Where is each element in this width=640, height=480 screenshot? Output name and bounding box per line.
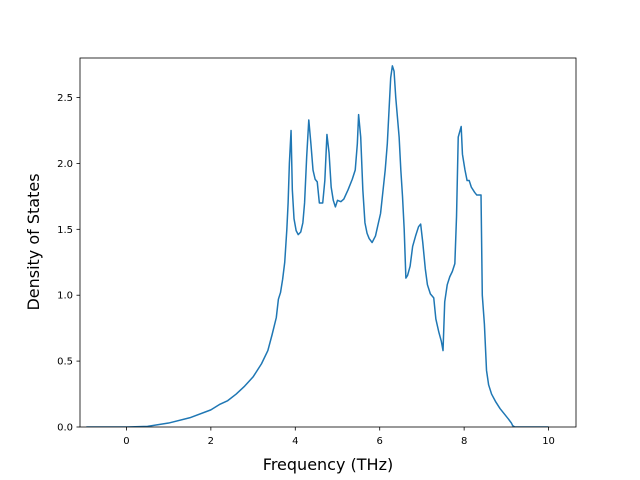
plot-background bbox=[80, 58, 576, 427]
x-axis-label: Frequency (THz) bbox=[263, 455, 393, 474]
series-layer bbox=[86, 65, 549, 427]
y-tick-label: 2.5 bbox=[57, 93, 73, 104]
y-axis: 0.0 0.5 1.0 1.5 2.0 2.5 bbox=[57, 93, 80, 434]
x-axis: 0 2 4 6 8 10 bbox=[123, 427, 555, 447]
x-tick-label: 8 bbox=[461, 436, 467, 447]
plot-frame bbox=[79, 57, 577, 428]
x-tick-label: 6 bbox=[377, 436, 383, 447]
x-tick-label: 2 bbox=[208, 436, 214, 447]
y-axis-label: Density of States bbox=[24, 173, 43, 310]
x-tick-label: 4 bbox=[292, 436, 298, 447]
y-tick-label: 1.5 bbox=[57, 225, 73, 236]
y-tick-label: 0.5 bbox=[57, 357, 73, 368]
y-tick-label: 0.0 bbox=[57, 423, 73, 434]
y-tick-label: 1.0 bbox=[57, 291, 73, 302]
y-tick-label: 2.0 bbox=[57, 159, 73, 170]
x-tick-label: 0 bbox=[123, 436, 129, 447]
series-line-0 bbox=[86, 65, 549, 427]
x-tick-label: 10 bbox=[542, 436, 555, 447]
